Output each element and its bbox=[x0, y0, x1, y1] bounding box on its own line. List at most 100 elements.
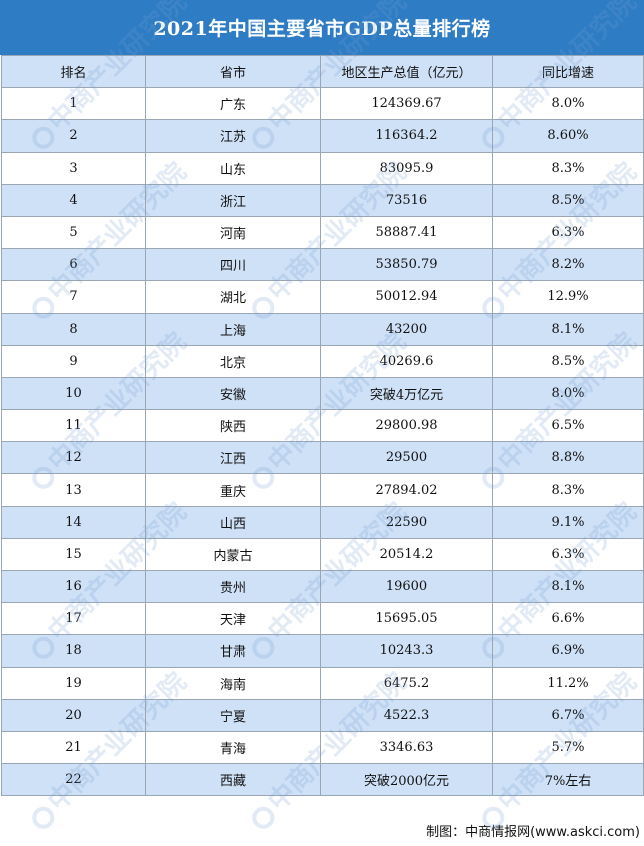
province-cell: 山东 bbox=[145, 151, 321, 185]
province-cell: 天津 bbox=[145, 602, 321, 636]
column-header-province: 省市 bbox=[145, 54, 321, 89]
province-cell: 浙江 bbox=[145, 183, 321, 217]
growth-cell: 8.0% bbox=[492, 87, 644, 121]
table-row: 11 陕西 29800.98 6.5% bbox=[1, 409, 644, 443]
province-cell: 重庆 bbox=[145, 473, 321, 507]
province-cell: 山西 bbox=[145, 505, 321, 539]
rank-cell: 9 bbox=[1, 344, 146, 378]
rank-cell: 5 bbox=[1, 215, 146, 250]
growth-cell: 12.9% bbox=[492, 280, 644, 314]
table-row: 18 甘肃 10243.3 6.9% bbox=[1, 634, 644, 668]
growth-cell: 8.1% bbox=[492, 312, 644, 346]
growth-cell: 8.3% bbox=[492, 473, 644, 507]
rank-cell: 6 bbox=[1, 248, 146, 282]
growth-cell: 6.5% bbox=[492, 409, 644, 443]
province-cell: 甘肃 bbox=[145, 634, 321, 668]
rank-cell: 10 bbox=[1, 376, 146, 411]
rank-cell: 2 bbox=[1, 119, 146, 153]
growth-cell: 8.2% bbox=[492, 248, 644, 282]
rank-cell: 4 bbox=[1, 183, 146, 217]
province-cell: 江西 bbox=[145, 441, 321, 475]
gdp-cell: 3346.63 bbox=[320, 730, 493, 765]
gdp-cell: 50012.94 bbox=[320, 280, 493, 314]
province-cell: 江苏 bbox=[145, 119, 321, 153]
rank-cell: 22 bbox=[1, 763, 146, 797]
growth-cell: 6.6% bbox=[492, 602, 644, 636]
growth-cell: 8.1% bbox=[492, 569, 644, 604]
province-cell: 四川 bbox=[145, 248, 321, 282]
rank-cell: 16 bbox=[1, 569, 146, 604]
rank-cell: 18 bbox=[1, 634, 146, 668]
gdp-cell: 20514.2 bbox=[320, 537, 493, 572]
province-cell: 广东 bbox=[145, 87, 321, 121]
gdp-cell: 29800.98 bbox=[320, 409, 493, 443]
province-cell: 青海 bbox=[145, 730, 321, 765]
table-row: 15 内蒙古 20514.2 6.3% bbox=[1, 537, 644, 572]
gdp-cell: 116364.2 bbox=[320, 119, 493, 153]
province-cell: 西藏 bbox=[145, 763, 321, 797]
gdp-cell: 40269.6 bbox=[320, 344, 493, 378]
table-body: 1 广东 124369.67 8.0% 2 江苏 116364.2 8.60% 3 山东 83095… bbox=[1, 87, 644, 797]
province-cell: 海南 bbox=[145, 666, 321, 700]
rank-cell: 17 bbox=[1, 602, 146, 636]
table-row: 6 四川 53850.79 8.2% bbox=[1, 248, 644, 282]
rank-cell: 3 bbox=[1, 151, 146, 185]
table-row: 3 山东 83095.9 8.3% bbox=[1, 151, 644, 185]
table-row: 13 重庆 27894.02 8.3% bbox=[1, 473, 644, 507]
gdp-cell: 6475.2 bbox=[320, 666, 493, 700]
growth-cell: 11.2% bbox=[492, 666, 644, 700]
gdp-cell: 58887.41 bbox=[320, 215, 493, 250]
gdp-cell: 突破2000亿元 bbox=[320, 763, 493, 797]
province-cell: 内蒙古 bbox=[145, 537, 321, 572]
rank-cell: 7 bbox=[1, 280, 146, 314]
growth-cell: 8.60% bbox=[492, 119, 644, 153]
table-row: 7 湖北 50012.94 12.9% bbox=[1, 280, 644, 314]
gdp-cell: 124369.67 bbox=[320, 87, 493, 121]
growth-cell: 6.3% bbox=[492, 215, 644, 250]
province-cell: 湖北 bbox=[145, 280, 321, 314]
column-header-rank: 排名 bbox=[1, 54, 146, 89]
table-row: 10 安徽 突破4万亿元 8.0% bbox=[1, 376, 644, 411]
table-row: 19 海南 6475.2 11.2% bbox=[1, 666, 644, 700]
rank-cell: 20 bbox=[1, 698, 146, 732]
rank-cell: 8 bbox=[1, 312, 146, 346]
gdp-cell: 53850.79 bbox=[320, 248, 493, 282]
column-header-gdp: 地区生产总值（亿元） bbox=[320, 54, 493, 89]
province-cell: 贵州 bbox=[145, 569, 321, 604]
province-cell: 上海 bbox=[145, 312, 321, 346]
rank-cell: 13 bbox=[1, 473, 146, 507]
gdp-cell: 22590 bbox=[320, 505, 493, 539]
table-row: 14 山西 22590 9.1% bbox=[1, 505, 644, 539]
table-row: 1 广东 124369.67 8.0% bbox=[1, 87, 644, 121]
province-cell: 宁夏 bbox=[145, 698, 321, 732]
table-row: 21 青海 3346.63 5.7% bbox=[1, 730, 644, 765]
growth-cell: 6.7% bbox=[492, 698, 644, 732]
table-row: 20 宁夏 4522.3 6.7% bbox=[1, 698, 644, 732]
growth-cell: 8.5% bbox=[492, 344, 644, 378]
rank-cell: 21 bbox=[1, 730, 146, 765]
growth-cell: 7%左右 bbox=[492, 763, 644, 797]
rank-cell: 19 bbox=[1, 666, 146, 700]
province-cell: 河南 bbox=[145, 215, 321, 250]
column-header-growth: 同比增速 bbox=[492, 54, 644, 89]
gdp-cell: 83095.9 bbox=[320, 151, 493, 185]
province-cell: 北京 bbox=[145, 344, 321, 378]
gdp-cell: 4522.3 bbox=[320, 698, 493, 732]
growth-cell: 8.0% bbox=[492, 376, 644, 411]
gdp-cell: 突破4万亿元 bbox=[320, 376, 493, 411]
rank-cell: 15 bbox=[1, 537, 146, 572]
table-row: 12 江西 29500 8.8% bbox=[1, 441, 644, 475]
gdp-cell: 10243.3 bbox=[320, 634, 493, 668]
gdp-cell: 15695.05 bbox=[320, 602, 493, 636]
gdp-cell: 73516 bbox=[320, 183, 493, 217]
growth-cell: 8.3% bbox=[492, 151, 644, 185]
table-row: 2 江苏 116364.2 8.60% bbox=[1, 119, 644, 153]
table-header-row: 排名 省市 地区生产总值（亿元） 同比增速 bbox=[1, 54, 644, 89]
gdp-cell: 29500 bbox=[320, 441, 493, 475]
gdp-ranking-table: 排名 省市 地区生产总值（亿元） 同比增速 1 广东 124369.67 8.0% 2 江… bbox=[1, 54, 644, 797]
table-row: 4 浙江 73516 8.5% bbox=[1, 183, 644, 217]
rank-cell: 1 bbox=[1, 87, 146, 121]
growth-cell: 6.3% bbox=[492, 537, 644, 572]
table-row: 5 河南 58887.41 6.3% bbox=[1, 215, 644, 250]
rank-cell: 12 bbox=[1, 441, 146, 475]
